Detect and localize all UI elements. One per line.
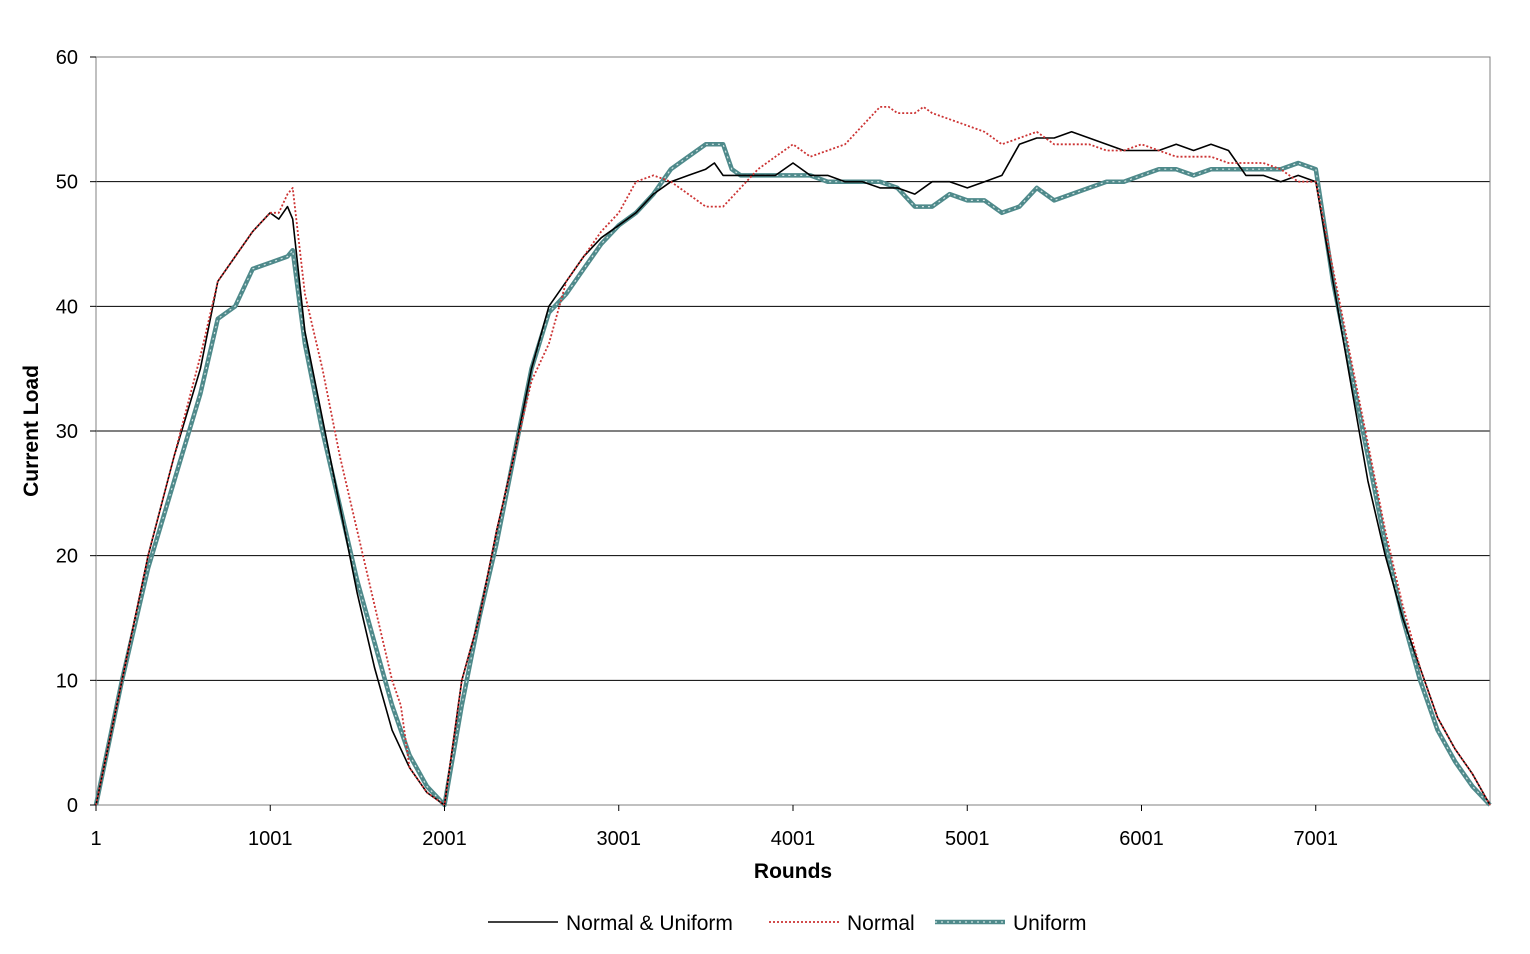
y-tick-label: 20 bbox=[56, 546, 78, 568]
y-tick-label: 30 bbox=[56, 421, 78, 443]
x-tick-label: 1 bbox=[90, 828, 101, 850]
x-tick-label: 3001 bbox=[597, 828, 642, 850]
legend-label: Normal & Uniform bbox=[566, 912, 733, 935]
y-axis-title: Current Load bbox=[20, 365, 43, 497]
series-line-uniform bbox=[95, 143, 1491, 806]
x-axis-title: Rounds bbox=[754, 860, 832, 883]
y-tick-label: 0 bbox=[67, 795, 78, 817]
legend-label: Uniform bbox=[1013, 912, 1087, 935]
series-lines bbox=[93, 106, 1492, 808]
legend-label: Normal bbox=[847, 912, 915, 935]
y-tick-label: 60 bbox=[56, 47, 78, 69]
x-tick-label: 4001 bbox=[771, 828, 816, 850]
y-tick-label: 40 bbox=[56, 296, 78, 318]
series-line-normal-uniform bbox=[95, 131, 1491, 806]
legend: Normal & Uniform Normal Uniform bbox=[488, 912, 1087, 935]
series-line-uniform bbox=[93, 142, 1492, 808]
axis-ticks: 0 10 20 30 40 50 60 1 1001 2001 3001 4001 5001 6001 70… bbox=[56, 47, 1338, 850]
x-tick-label: 2001 bbox=[422, 828, 467, 850]
x-tick-label: 5001 bbox=[945, 828, 990, 850]
x-tick-label: 7001 bbox=[1294, 828, 1339, 850]
x-tick-label: 6001 bbox=[1119, 828, 1164, 850]
y-tick-label: 50 bbox=[56, 172, 78, 194]
y-tick-label: 10 bbox=[56, 670, 78, 692]
x-tick-label: 1001 bbox=[248, 828, 293, 850]
series-line-normal bbox=[95, 106, 1491, 806]
